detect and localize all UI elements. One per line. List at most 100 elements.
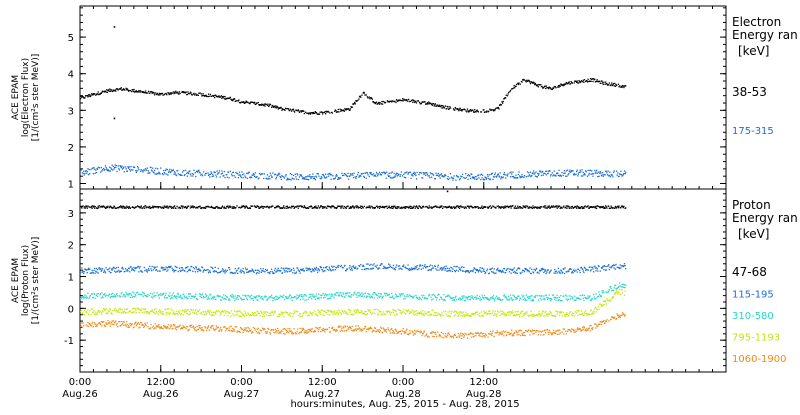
data-point <box>380 293 381 294</box>
data-point <box>261 272 262 273</box>
data-point <box>489 273 490 274</box>
data-point <box>238 299 239 300</box>
data-point <box>199 92 200 93</box>
data-point <box>219 311 220 312</box>
data-point <box>326 208 327 209</box>
data-point <box>532 316 533 317</box>
data-point <box>595 206 596 207</box>
data-point <box>178 94 179 95</box>
data-point <box>278 315 279 316</box>
data-point <box>190 174 191 175</box>
data-point <box>290 315 291 316</box>
data-point <box>518 174 519 175</box>
data-point <box>378 206 379 207</box>
data-point <box>259 173 260 174</box>
data-point <box>468 270 469 271</box>
data-point <box>222 173 223 174</box>
data-point <box>431 177 432 178</box>
data-point <box>281 179 282 180</box>
data-point <box>289 315 290 316</box>
data-point <box>139 293 140 294</box>
data-point <box>433 267 434 268</box>
data-point <box>149 295 150 296</box>
data-point <box>138 169 139 170</box>
data-point <box>107 323 108 324</box>
data-point <box>545 88 546 89</box>
data-point <box>497 297 498 298</box>
data-point <box>239 316 240 317</box>
data-point <box>346 270 347 271</box>
data-point <box>481 111 482 112</box>
data-point <box>286 206 287 207</box>
data-point <box>513 176 514 177</box>
data-point <box>580 314 581 315</box>
data-point <box>128 168 129 169</box>
data-point <box>121 206 122 207</box>
series-795-1193 <box>80 289 626 317</box>
data-point <box>309 174 310 175</box>
data-point <box>597 176 598 177</box>
data-point <box>204 269 205 270</box>
data-point <box>595 293 596 294</box>
data-point <box>236 311 237 312</box>
data-point <box>532 299 533 300</box>
data-point <box>154 94 155 95</box>
data-point <box>272 300 273 301</box>
data-point <box>559 297 560 298</box>
data-point <box>507 268 508 269</box>
data-point <box>110 170 111 171</box>
data-point <box>159 271 160 272</box>
data-point <box>492 310 493 311</box>
data-point <box>102 311 103 312</box>
data-point <box>583 82 584 83</box>
data-point <box>202 175 203 176</box>
data-point <box>153 269 154 270</box>
data-point <box>455 271 456 272</box>
data-point <box>441 312 442 313</box>
data-point <box>288 178 289 179</box>
data-point <box>172 294 173 295</box>
data-point <box>441 297 442 298</box>
data-point <box>246 298 247 299</box>
data-point <box>103 272 104 273</box>
data-point <box>461 206 462 207</box>
data-point <box>168 308 169 309</box>
data-point <box>147 269 148 270</box>
data-point <box>372 174 373 175</box>
data-point <box>129 90 130 91</box>
data-point <box>199 296 200 297</box>
data-point <box>94 268 95 269</box>
data-point <box>216 176 217 177</box>
data-point <box>574 82 575 83</box>
data-point <box>340 292 341 293</box>
data-point <box>323 267 324 268</box>
data-point <box>114 206 115 207</box>
data-point <box>424 172 425 173</box>
data-point <box>102 169 103 170</box>
data-point <box>92 168 93 169</box>
data-point <box>100 324 101 325</box>
data-point <box>385 172 386 173</box>
data-point <box>601 81 602 82</box>
data-point <box>563 312 564 313</box>
data-point <box>311 298 312 299</box>
data-point <box>433 175 434 176</box>
data-point <box>227 177 228 178</box>
data-point <box>133 296 134 297</box>
data-point <box>541 175 542 176</box>
data-point <box>175 270 176 271</box>
data-point <box>429 175 430 176</box>
data-point <box>264 173 265 174</box>
data-point <box>180 271 181 272</box>
data-point <box>350 266 351 267</box>
data-point <box>500 270 501 271</box>
data-point <box>248 295 249 296</box>
data-point <box>558 311 559 312</box>
data-point <box>123 206 124 207</box>
data-point <box>149 206 150 207</box>
data-point <box>481 174 482 175</box>
data-point <box>487 176 488 177</box>
data-point <box>127 269 128 270</box>
data-point <box>232 208 233 209</box>
data-point <box>470 178 471 179</box>
